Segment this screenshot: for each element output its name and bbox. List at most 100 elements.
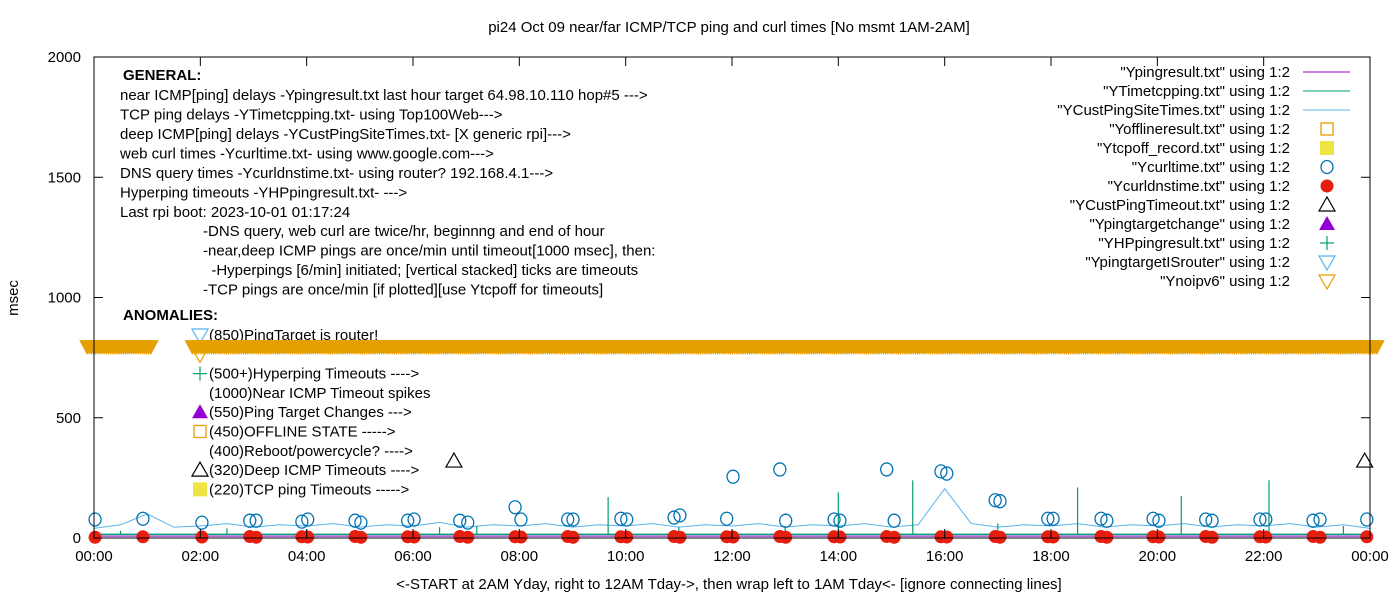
curltime-point: [514, 512, 528, 527]
custping-timeout-point: [1355, 451, 1374, 468]
general-note: -Hyperpings [6/min] initiated; [vertical…: [203, 262, 638, 279]
curltime-point: [1094, 511, 1108, 526]
curldns-point: [514, 530, 528, 544]
curltime-point: [1205, 513, 1219, 528]
general-line: TCP ping delays -YTimetcpping.txt- using…: [120, 107, 503, 124]
curldns-point: [1152, 530, 1166, 544]
y-tick-label: 2000: [48, 49, 81, 66]
legend-marker: [1317, 274, 1337, 291]
legend-marker: [1320, 141, 1334, 155]
legend-marker: [1320, 236, 1334, 250]
curldns-point: [1313, 530, 1327, 544]
curltime-point: [673, 508, 687, 523]
curldns-point: [566, 530, 580, 544]
y-axis-label: msec: [5, 280, 22, 316]
anomaly-label: (550)Ping Target Changes --->: [209, 404, 412, 421]
curltime-point: [667, 510, 681, 525]
curldns-point: [195, 530, 209, 544]
curltime-point: [1041, 511, 1055, 526]
x-tick-label: 22:00: [1245, 548, 1283, 565]
general-heading: GENERAL:: [123, 67, 201, 84]
general-line: DNS query times -Ycurldnstime.txt- using…: [120, 165, 553, 182]
legend: "Ypingresult.txt" using 1:2 "YTimetcpping…: [1057, 64, 1350, 291]
anomaly-label: (220)TCP ping Timeouts ----->: [209, 481, 409, 498]
curltime-point: [354, 515, 368, 530]
legend-marker: [1320, 179, 1334, 193]
anomaly-label: (450)OFFLINE STATE ----->: [209, 424, 396, 441]
curldns-point: [1360, 530, 1374, 544]
legend-label: "Ynoipv6" using 1:2: [1160, 273, 1290, 290]
legend-marker: [1320, 159, 1334, 175]
x-tick-label: 20:00: [1139, 548, 1177, 565]
curldns-point: [354, 530, 368, 544]
general-note: -near,deep ICMP pings are once/min until…: [203, 243, 655, 260]
curldns-point: [88, 530, 102, 544]
legend-label: "YTimetcpping.txt" using 1:2: [1103, 83, 1290, 100]
curltime-point: [508, 500, 522, 515]
x-tick-label: 02:00: [182, 548, 220, 565]
legend-marker: [1317, 255, 1337, 272]
curltime-point: [195, 515, 209, 530]
curltime-point: [453, 513, 467, 528]
curltime-point: [88, 512, 102, 527]
legend-marker: [1319, 216, 1335, 230]
anomaly-marker: [190, 460, 210, 477]
curltime-point: [1360, 512, 1374, 527]
general-line: Hyperping timeouts -YHPpingresult.txt- -…: [120, 185, 407, 202]
legend-marker: [1317, 195, 1337, 212]
general-line: near ICMP[ping] delays -Ypingresult.txt …: [120, 87, 648, 104]
curltime-point: [779, 513, 793, 528]
anomaly-marker: [192, 404, 208, 419]
x-tick-label: 06:00: [394, 548, 432, 565]
curldns-point: [620, 530, 634, 544]
custping-timeout-point: [444, 451, 463, 468]
legend-label: "YCustPingSiteTimes.txt" using 1:2: [1057, 102, 1290, 119]
curltime-point: [561, 512, 575, 527]
general-line: web curl times -Ycurltime.txt- using www…: [119, 146, 494, 163]
curldns-point: [136, 530, 150, 544]
curldns-point: [301, 530, 315, 544]
curltime-point: [1259, 512, 1273, 527]
curldns-point: [993, 530, 1007, 544]
anomaly-label: (400)Reboot/powercycle? ---->: [209, 443, 413, 460]
x-tick-label: 10:00: [607, 548, 645, 565]
curltime-point: [887, 513, 901, 528]
curltime-point: [1313, 512, 1327, 527]
noipv6-series: [79, 340, 1385, 355]
x-tick-label: 00:00: [75, 548, 113, 565]
curltime-point: [880, 462, 894, 477]
legend-label: "Ycurltime.txt" using 1:2: [1132, 159, 1290, 176]
general-note: -DNS query, web curl are twice/hr, begin…: [203, 223, 605, 240]
curldns-point: [726, 530, 740, 544]
curltime-point: [1253, 512, 1267, 527]
curltime-point: [407, 512, 421, 527]
noipv6-point: [143, 340, 159, 355]
curldns-point: [461, 530, 475, 544]
curldns-point: [673, 530, 687, 544]
curldns-point: [249, 530, 263, 544]
x-tick-label: 14:00: [820, 548, 858, 565]
curldns-point: [1205, 530, 1219, 544]
x-tick-label: 08:00: [501, 548, 539, 565]
x-tick-label: 18:00: [1032, 548, 1070, 565]
anomaly-marker: [193, 482, 207, 497]
curltime-point: [620, 512, 634, 527]
curltime-point: [833, 513, 847, 528]
general-line: Last rpi boot: 2023-10-01 01:17:24: [120, 204, 350, 221]
legend-label: "YCustPingTimeout.txt" using 1:2: [1070, 197, 1290, 214]
general-line: deep ICMP[ping] delays -YCustPingSiteTim…: [120, 126, 571, 143]
x-axis-label: <-START at 2AM Yday, right to 12AM Tday-…: [396, 576, 1061, 593]
curltime-point: [726, 469, 740, 484]
anomaly-label: (850)PingTarget is router!: [209, 327, 378, 344]
curltime-point: [614, 511, 628, 526]
chart-title: pi24 Oct 09 near/far ICMP/TCP ping and c…: [488, 19, 970, 36]
y-tick-label: 1500: [48, 169, 81, 186]
legend-label: "YpingtargetISrouter" using 1:2: [1085, 254, 1290, 271]
annotations: GENERAL: near ICMP[ping] delays -Ypingres…: [119, 67, 655, 498]
curldns-point: [1100, 530, 1114, 544]
curltime-point: [295, 514, 309, 529]
curltime-point: [1146, 511, 1160, 526]
anomaly-label: (1000)Near ICMP Timeout spikes: [209, 385, 430, 402]
curltime-point: [940, 466, 954, 481]
